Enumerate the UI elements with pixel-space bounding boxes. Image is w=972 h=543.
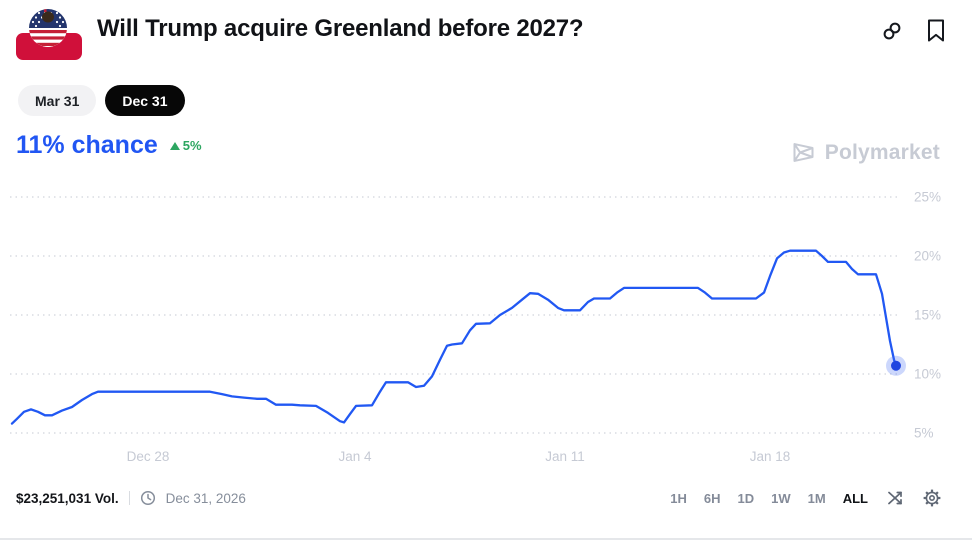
range-1w[interactable]: 1W: [771, 490, 791, 506]
range-1m[interactable]: 1M: [807, 490, 826, 506]
bottom-divider: [0, 538, 972, 540]
x-tick-Jan-18: Jan 18: [750, 449, 791, 464]
price-chart[interactable]: 5% 10% 15% 20% 25% Dec 28 Jan 4 Jan 11 Jan 18: [0, 185, 972, 475]
polymarket-watermark: Polymarket: [790, 139, 940, 166]
clock-icon: [140, 490, 155, 506]
y-tick-20%: 20%: [914, 249, 941, 264]
volume-label: $23,251,031 Vol.: [16, 490, 119, 506]
chance-change: 5%: [169, 138, 202, 153]
x-tick-Jan-11: Jan 11: [545, 449, 585, 464]
range-1h[interactable]: 1H: [670, 490, 687, 506]
range-1d[interactable]: 1D: [737, 490, 755, 506]
tab-mar-31[interactable]: Mar 31: [18, 85, 97, 116]
y-tick-5%: 5%: [914, 426, 934, 441]
up-arrow-icon: [169, 141, 180, 150]
page-title: Will Trump acquire Greenland before 2027…: [97, 15, 584, 42]
outcome-tabs: Mar 31 Dec 31: [18, 85, 185, 116]
bookmark-icon[interactable]: [926, 18, 946, 43]
price-line-dec-31: [10, 249, 898, 425]
gear-icon[interactable]: [922, 488, 942, 508]
x-tick-Dec-28: Dec 28: [127, 449, 170, 464]
shuffle-icon[interactable]: [885, 488, 905, 508]
polymarket-watermark-label: Polymarket: [824, 140, 940, 164]
range-6h[interactable]: 6H: [703, 490, 721, 506]
event-end-date: Dec 31, 2026: [165, 490, 246, 506]
time-range-toolbar: 1H 6H 1D 1W 1M ALL: [670, 489, 942, 507]
market-image-us-greenland-flag: [16, 9, 82, 60]
y-tick-25%: 25%: [914, 190, 941, 205]
y-tick-15%: 15%: [914, 308, 941, 323]
chance-change-value: 5%: [182, 138, 202, 153]
chance-value: 11% chance: [16, 131, 158, 159]
range-all[interactable]: ALL: [842, 490, 868, 506]
divider: [128, 491, 130, 505]
tab-dec-31[interactable]: Dec 31: [105, 85, 185, 116]
end-dot: [891, 360, 901, 371]
link-icon[interactable]: [880, 19, 904, 43]
x-tick-Jan-4: Jan 4: [338, 449, 372, 464]
y-tick-10%: 10%: [914, 367, 941, 382]
polymarket-logo-icon: [793, 143, 814, 162]
